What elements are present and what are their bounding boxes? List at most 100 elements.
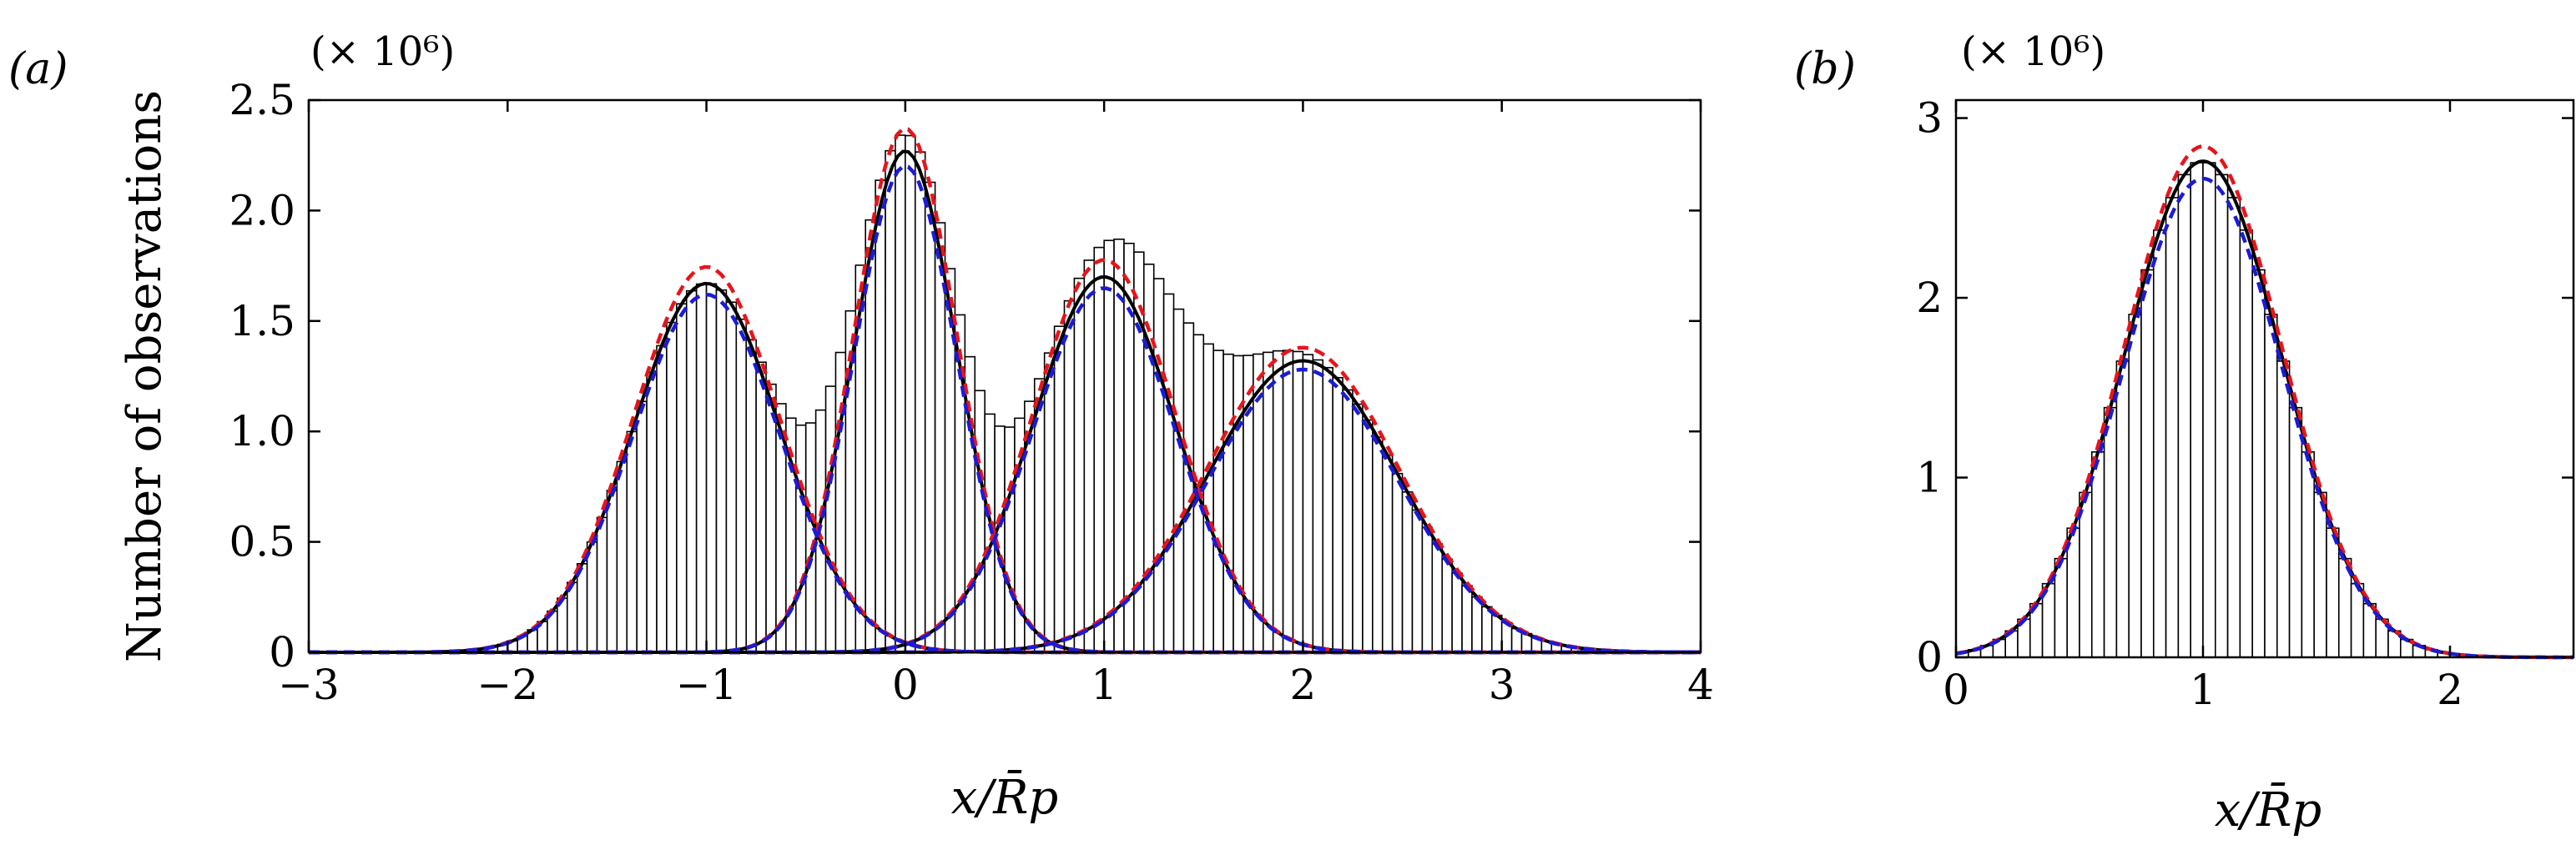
panel-a-histogram-bar: [586, 541, 598, 653]
panel-a-histogram-bar: [616, 460, 628, 653]
panel-a-fit-curves: [309, 127, 1701, 655]
panel-a-y-tick-label: 2.0: [229, 186, 295, 234]
panel-a-histogram-bar: [1500, 621, 1513, 653]
panel-a-histogram-bar: [1282, 350, 1294, 653]
panel-a-histogram-bar: [1172, 308, 1185, 653]
panel-a-x-tick-label: 2: [1290, 661, 1317, 709]
panel-b-label: (b): [1794, 44, 1856, 94]
panel-b-histogram-bar: [2128, 314, 2142, 658]
panel-a-histogram-bar: [1053, 325, 1066, 653]
panel-a-histogram-bar: [895, 134, 906, 653]
panel-b-x-tick-label: 1: [2190, 666, 2216, 714]
panel-a-histogram-bar: [1391, 472, 1404, 653]
panel-a-histogram-bar: [885, 149, 896, 653]
panel-b-blue-dashed-curve-1: [1955, 176, 2573, 660]
panel-a-histogram-bar: [1441, 558, 1453, 653]
panel-b-histogram-bar: [2153, 229, 2167, 658]
panel-a-label: (a): [8, 44, 68, 94]
panel-a-histogram-bar: [1063, 299, 1076, 653]
panel-a-histogram-bar: [1202, 343, 1215, 653]
panel-b-histogram-bar: [2226, 197, 2241, 658]
panel-a-histogram-bar: [1272, 350, 1284, 653]
panel-a-histogram-bar: [1222, 353, 1234, 653]
panel-b-histogram-bar: [2103, 406, 2118, 658]
panel-b-histogram-bar: [2091, 450, 2105, 658]
panel-a-histogram-bar: [924, 181, 936, 653]
panel-b-histogram-bar: [2313, 491, 2327, 658]
panel-a-histogram-bar: [1043, 352, 1056, 653]
panel-b-histogram-bar: [2350, 582, 2365, 658]
panel-b-chart: 0 1 2 0 1 2 3 (b) (× 10⁶) x/R̄p: [1794, 28, 2575, 837]
panel-a-histogram-bar: [1233, 355, 1244, 653]
panel-a-histogram-bar: [1073, 277, 1086, 653]
panel-a-plot-frame: [307, 98, 1702, 654]
panel-b-histogram-bar: [2165, 197, 2180, 658]
panel-a-histogram-bar: [656, 345, 668, 653]
panel-a-histogram-bar: [974, 390, 986, 653]
panel-b-histogram-bar: [2276, 360, 2291, 658]
panel-a-histogram-bar: [695, 283, 708, 653]
panel-a-histogram-bar: [1342, 389, 1354, 653]
panel-b-histogram-bar: [2190, 162, 2204, 658]
panel-b-histogram-bar: [2202, 162, 2216, 658]
panel-b-y-tick-label: 1: [1916, 454, 1943, 502]
panel-a-histogram-bar: [1352, 403, 1364, 653]
panel-a-histogram: [446, 134, 1632, 653]
panel-a-histogram-bar: [1152, 278, 1165, 653]
panel-a-histogram-bar: [626, 430, 638, 653]
panel-a-histogram-bar: [1302, 354, 1314, 653]
panel-a-histogram-bar: [1182, 322, 1195, 653]
panel-a-histogram-bar: [1471, 596, 1483, 653]
panel-b-histogram-bar: [2326, 527, 2340, 658]
panel-a-histogram-bar: [1362, 419, 1374, 653]
panel-b-histogram-bar: [2115, 360, 2130, 658]
panel-a-histogram-bar: [1411, 509, 1424, 653]
panel-a-histogram-bar: [1004, 426, 1016, 653]
panel-a-y-tick-label: 2.5: [229, 76, 295, 124]
panel-a-histogram-bar: [1083, 259, 1096, 653]
panel-b-y-tick-label: 0: [1916, 633, 1943, 682]
panel-b-histogram-bar: [2288, 406, 2303, 658]
panel-b-histogram-bar: [2301, 450, 2315, 658]
panel-a-histogram-bar: [765, 383, 777, 653]
panel-a-y-tick-label: 1.0: [229, 407, 295, 455]
panel-a-x-tick-label: 0: [892, 661, 919, 709]
panel-a-blue-dashed-curve-2: [309, 164, 1701, 655]
panel-a-histogram-bar: [914, 151, 926, 653]
panel-a-histogram-bar: [1162, 293, 1175, 653]
panel-a-ticks: −3 −2 −1 0 1 2 3 4 0 0.5 1.0 1.5 2.0 2.5: [229, 76, 1713, 709]
panel-a-histogram-bar: [1292, 350, 1304, 653]
panel-b-histogram-bar: [2215, 174, 2229, 658]
panel-a-histogram-bar: [1103, 239, 1115, 653]
panel-a-histogram-bar: [596, 516, 608, 653]
panel-b-y-tick-label: 3: [1916, 94, 1943, 143]
panel-b-x-axis-label: x/R̄p: [2215, 782, 2321, 837]
panel-a-histogram-bar: [905, 134, 916, 653]
panel-a-histogram-bar: [735, 318, 748, 653]
panel-b-x-tick-label: 2: [2437, 666, 2463, 714]
panel-a-x-tick-label: −1: [676, 661, 738, 709]
panel-a-histogram-bar: [636, 400, 648, 653]
panel-b-histogram-bar: [2054, 557, 2068, 658]
panel-a-histogram-bar: [804, 422, 817, 653]
panel-a-histogram-bar: [745, 339, 757, 653]
panel-a-histogram-bar: [1431, 543, 1444, 653]
panel-a-histogram-bar: [1421, 526, 1434, 653]
panel-b-histogram: [1955, 162, 2488, 658]
panel-b-histogram-bar: [2079, 491, 2093, 658]
panel-a-histogram-bar: [1262, 351, 1274, 653]
panel-a-chart: −3 −2 −1 0 1 2 3 400.51.01.52.02.5 (a) (× 10⁶) …: [8, 28, 1714, 825]
panel-b-histogram-bar: [2251, 269, 2266, 658]
panel-a-histogram-bar: [705, 283, 718, 653]
panel-a-x-tick-label: 3: [1489, 661, 1515, 709]
panel-a-x-tick-label: 4: [1687, 661, 1714, 709]
panel-a-x-tick-label: −2: [476, 661, 538, 709]
panel-a-histogram-bar: [1372, 436, 1384, 653]
panel-b-plot-frame: [1954, 98, 2575, 659]
panel-a-y-tick-label: 1.5: [229, 297, 295, 345]
panel-a-histogram-bar: [1212, 350, 1224, 653]
panel-a-histogram-bar: [715, 289, 728, 653]
svg-text:x/R̄p: x/R̄p: [2215, 782, 2321, 837]
panel-a-histogram-bar: [725, 301, 738, 653]
